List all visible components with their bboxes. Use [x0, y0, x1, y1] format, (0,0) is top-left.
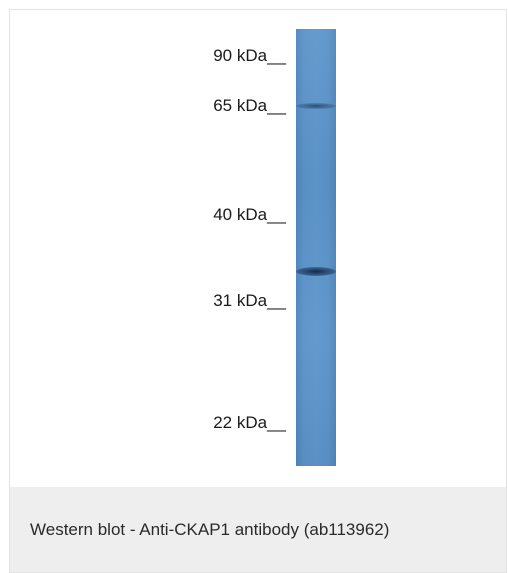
caption-area: Western blot - Anti-CKAP1 antibody (ab11… [10, 487, 506, 572]
marker-65-kda: 65 kDa__ [213, 96, 286, 115]
marker-31-kda: 31 kDa__ [213, 291, 286, 310]
marker-22-kda: 22 kDa__ [213, 413, 286, 432]
blot-lane [296, 29, 336, 466]
band-upper [296, 103, 336, 109]
lane-texture [296, 29, 336, 466]
figure-caption: Western blot - Anti-CKAP1 antibody (ab11… [30, 520, 390, 539]
band-main [296, 267, 336, 276]
marker-40-kda: 40 kDa__ [213, 205, 286, 224]
figure-card: 90 kDa__ 65 kDa__ 40 kDa__ 31 kDa__ 22 k… [9, 9, 507, 573]
western-blot-figure: 90 kDa__ 65 kDa__ 40 kDa__ 31 kDa__ 22 k… [10, 10, 506, 487]
marker-90-kda: 90 kDa__ [213, 46, 286, 65]
